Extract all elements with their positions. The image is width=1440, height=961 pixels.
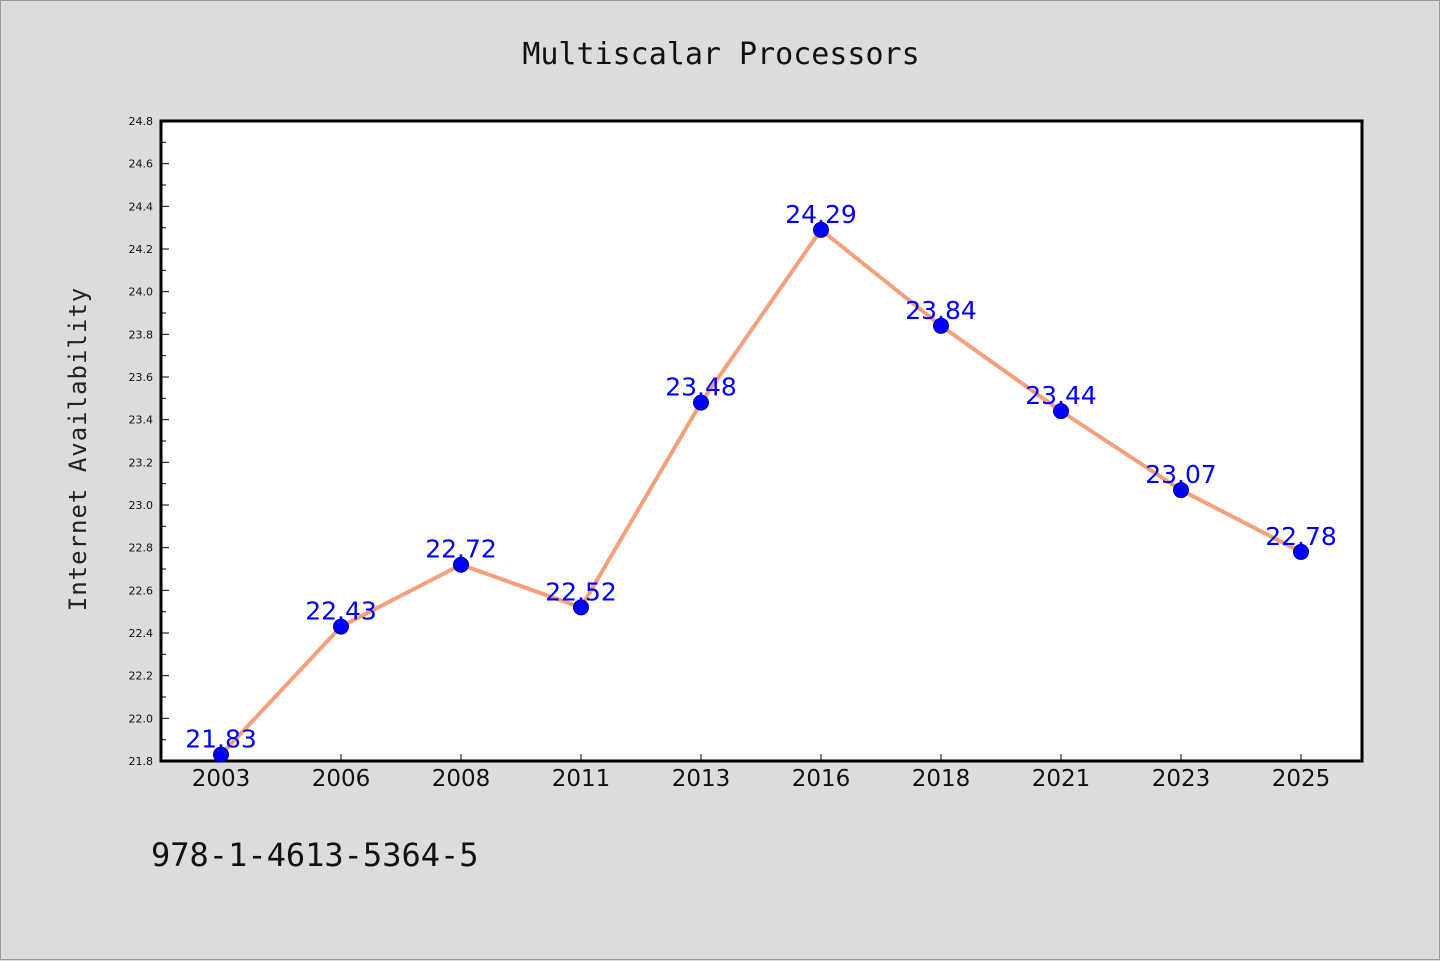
x-tick-label: 2013 [672, 766, 731, 792]
data-point[interactable] [213, 746, 229, 763]
y-tick-label: 22.2 [129, 670, 154, 683]
y-tick-label: 24.6 [129, 158, 154, 171]
x-tick-label: 2008 [432, 766, 491, 792]
y-tick-label: 23.0 [129, 499, 154, 512]
data-label: 21.83 [185, 725, 257, 754]
y-axis: 21.8 22.0 22.2 22.4 22.6 22.8 23.0 23.2 23.4 23.6… [129, 115, 169, 768]
y-tick-label: 23.4 [129, 414, 154, 427]
data-point[interactable] [1173, 482, 1189, 499]
footer-isbn: 978-1-4613-5364-5 [151, 836, 479, 874]
data-label: 22.52 [545, 577, 617, 606]
x-tick-label: 2016 [792, 766, 851, 792]
data-point[interactable] [573, 599, 589, 616]
y-tick-label: 23.6 [129, 371, 154, 384]
y-tick-label: 24.0 [129, 286, 154, 299]
y-tick-label: 23.2 [129, 456, 154, 469]
data-point[interactable] [453, 556, 469, 573]
y-tick-label: 22.0 [129, 712, 154, 725]
y-tick-label: 24.8 [129, 115, 154, 128]
y-tick-label: 24.2 [129, 243, 154, 256]
y-tick-label: 21.8 [129, 755, 154, 768]
data-label: 24.29 [785, 200, 857, 229]
data-label: 22.72 [425, 535, 497, 564]
x-tick-label: 2023 [1152, 766, 1211, 792]
data-label: 22.43 [305, 597, 377, 626]
y-tick-label: 23.8 [129, 328, 154, 341]
x-tick-label: 2011 [552, 766, 611, 792]
y-axis-label: Internet Availability [64, 287, 92, 611]
y-tick-label: 22.8 [129, 542, 154, 555]
y-tick-label: 22.6 [129, 584, 154, 597]
data-label: 23.48 [665, 373, 737, 402]
data-label: 22.78 [1265, 522, 1337, 551]
data-point[interactable] [1053, 403, 1069, 420]
data-points [213, 221, 1309, 763]
data-label: 23.44 [1025, 381, 1097, 410]
x-tick-label: 2006 [312, 766, 371, 792]
data-label: 23.84 [905, 296, 977, 325]
data-labels: 21.83 22.43 22.72 22.52 23.48 24.29 23.84 23.44… [185, 200, 1337, 754]
x-tick-label: 2018 [912, 766, 971, 792]
x-tick-label: 2021 [1032, 766, 1091, 792]
x-axis: 2003 2006 2008 2011 2013 2016 2018 2021 2023 2025 [192, 754, 1331, 792]
series-line [219, 227, 1303, 757]
y-tick-label: 22.4 [129, 627, 154, 640]
data-point[interactable] [1293, 543, 1309, 560]
x-tick-label: 2025 [1272, 766, 1331, 792]
x-tick-label: 2003 [192, 766, 251, 792]
data-point[interactable] [933, 317, 949, 334]
plot-area [159, 119, 1364, 763]
data-point[interactable] [813, 221, 829, 238]
chart-title: Multiscalar Processors [522, 37, 919, 72]
data-point[interactable] [693, 394, 709, 411]
series-line-layer [219, 227, 1303, 757]
data-point[interactable] [333, 618, 349, 635]
y-tick-label: 24.4 [129, 200, 154, 213]
data-label: 23.07 [1145, 460, 1217, 489]
